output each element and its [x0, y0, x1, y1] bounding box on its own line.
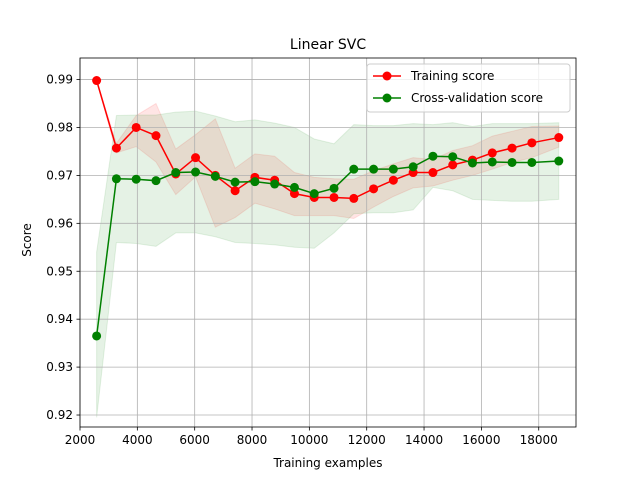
data-point-cv	[388, 164, 398, 174]
y-tick-label: 0.99	[46, 73, 73, 87]
data-point-training	[191, 153, 201, 163]
legend-label-training: Training score	[410, 69, 494, 83]
y-axis-label: Score	[20, 223, 34, 257]
data-point-cv	[151, 176, 161, 186]
data-point-cv	[527, 157, 537, 167]
y-tick-label: 0.97	[46, 168, 73, 182]
data-point-cv	[428, 151, 438, 161]
x-tick-label: 10000	[290, 433, 328, 447]
data-point-cv	[369, 164, 379, 174]
grid-lines	[79, 58, 576, 427]
y-tick-label: 0.95	[46, 264, 73, 278]
data-point-training	[527, 138, 537, 148]
data-point-cv	[309, 189, 319, 199]
x-tick-label: 18000	[520, 433, 558, 447]
data-point-cv	[92, 331, 102, 341]
data-point-cv	[329, 183, 339, 193]
legend-swatch-marker-cv	[382, 93, 392, 103]
data-series	[92, 76, 564, 341]
data-point-cv	[171, 168, 181, 178]
data-point-cv	[554, 156, 564, 166]
data-point-training	[507, 143, 517, 153]
data-point-training	[151, 131, 161, 141]
x-tick-label: 6000	[179, 433, 210, 447]
data-point-training	[131, 122, 141, 132]
legend-frame	[366, 63, 571, 113]
data-point-training	[487, 148, 497, 158]
data-point-training	[111, 143, 121, 153]
y-tick-label: 0.98	[46, 120, 73, 134]
data-point-training	[349, 193, 359, 203]
data-point-cv	[210, 171, 220, 181]
data-point-cv	[349, 164, 359, 174]
data-point-cv	[191, 167, 201, 177]
data-point-cv	[289, 182, 299, 192]
data-point-training	[289, 189, 299, 199]
legend-swatch-marker-training	[382, 71, 392, 81]
y-tick-label: 0.94	[46, 312, 73, 326]
confidence-band-cv	[96, 110, 560, 418]
data-point-training	[92, 76, 102, 86]
data-point-training	[230, 186, 240, 196]
data-point-cv	[408, 162, 418, 172]
legend: Training score Cross-validation score	[366, 63, 571, 113]
data-point-training	[388, 175, 398, 185]
x-tick-label: 8000	[237, 433, 268, 447]
data-point-cv	[270, 179, 280, 189]
y-tick-label: 0.96	[46, 216, 73, 230]
y-tick-label: 0.92	[46, 408, 73, 422]
y-tick-label: 0.93	[46, 360, 73, 374]
data-point-cv	[507, 157, 517, 167]
x-tick-label: 12000	[348, 433, 386, 447]
x-axis-label: Training examples	[272, 456, 382, 470]
x-tick-label: 2000	[65, 433, 96, 447]
data-point-training	[428, 168, 438, 178]
data-point-training	[369, 184, 379, 194]
chart-title: Linear SVC	[290, 37, 366, 53]
data-point-training	[448, 160, 458, 170]
data-point-cv	[448, 152, 458, 162]
legend-label-cv: Cross-validation score	[411, 91, 543, 105]
data-point-cv	[250, 177, 260, 187]
data-point-training	[554, 133, 564, 143]
axes: 2000 4000 6000 8000 10000 12000 14000 16000 1800…	[46, 57, 577, 447]
data-point-cv	[131, 174, 141, 184]
x-tick-label: 14000	[405, 433, 443, 447]
plot-frame	[79, 57, 577, 428]
data-point-cv	[487, 157, 497, 167]
x-tick-label: 4000	[122, 433, 153, 447]
x-tick-label: 16000	[462, 433, 500, 447]
data-point-cv	[111, 174, 121, 184]
data-point-cv	[468, 158, 477, 168]
data-point-training	[329, 192, 339, 202]
data-point-cv	[230, 177, 240, 187]
